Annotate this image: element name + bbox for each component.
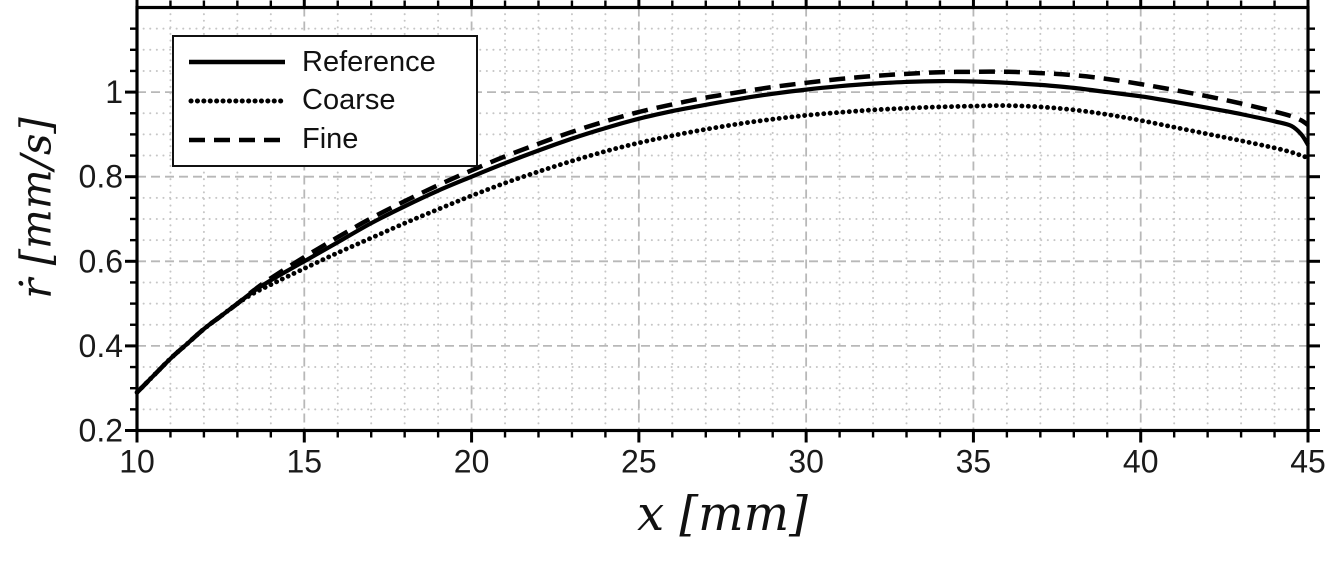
series-fine <box>135 69 1310 394</box>
legend-label-coarse: Coarse <box>302 84 396 117</box>
legend-entry-fine: Fine <box>186 121 464 159</box>
x-tick-label: 40 <box>1123 444 1159 480</box>
x-tick-label: 20 <box>454 444 490 480</box>
ticks <box>125 0 1320 443</box>
x-tick-label: 35 <box>956 444 992 480</box>
x-tick-label: 30 <box>788 444 824 480</box>
y-axis-label: ṙ [mm/s] <box>11 117 61 299</box>
x-tick-label: 25 <box>621 444 657 480</box>
x-tick-label: 15 <box>286 444 322 480</box>
legend: Reference Coarse Fine <box>172 35 478 167</box>
y-tick-label: 0.8 <box>79 159 123 195</box>
legend-entry-coarse: Coarse <box>186 82 464 120</box>
y-tick-label: 0.4 <box>79 328 123 364</box>
minor-grid <box>136 6 1309 432</box>
x-tick-label: 45 <box>1290 444 1326 480</box>
dotted-line-icon <box>188 98 288 104</box>
y-tick-label: 0.2 <box>79 413 123 449</box>
series <box>134 69 1311 395</box>
y-tick-label: 1 <box>105 74 123 110</box>
legend-entry-reference: Reference <box>186 43 464 81</box>
dashed-line-icon <box>189 137 285 142</box>
solid-line-icon <box>189 60 285 65</box>
tick-labels: 10 15 20 25 30 35 40 45 0.2 0.4 0.6 0.8 1 <box>79 74 1326 479</box>
legend-label-reference: Reference <box>302 45 436 78</box>
x-axis-label: x [mm] <box>637 486 808 542</box>
legend-label-fine: Fine <box>302 123 359 156</box>
x-tick-label: 10 <box>119 444 155 480</box>
y-tick-label: 0.6 <box>79 243 123 279</box>
